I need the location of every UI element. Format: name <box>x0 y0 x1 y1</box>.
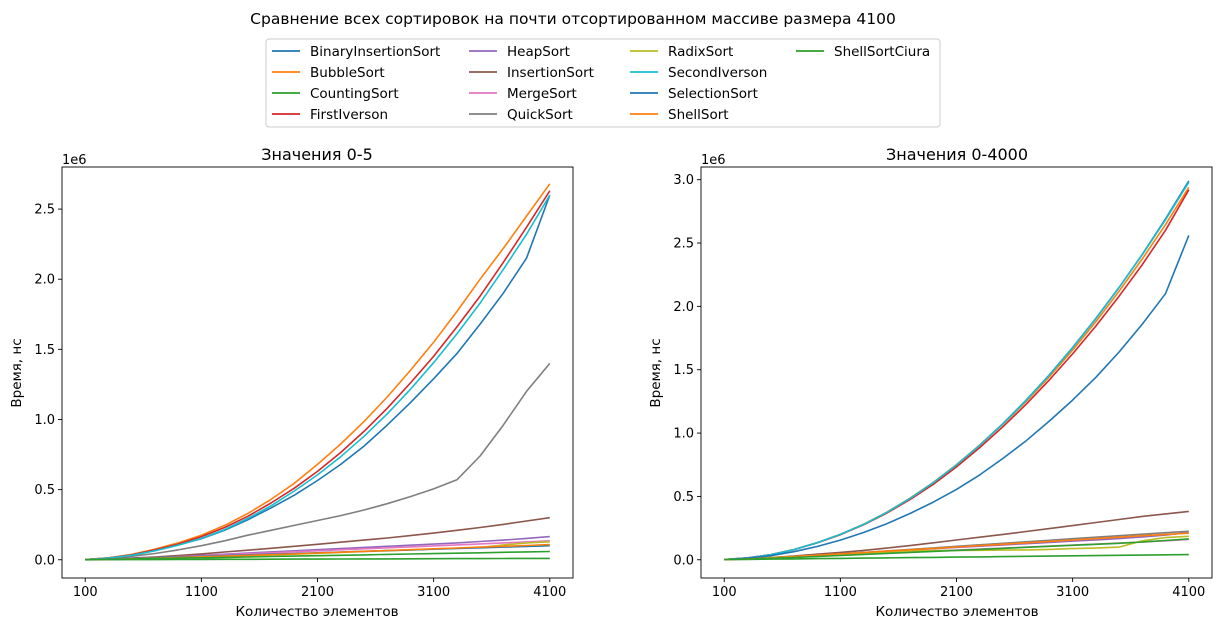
right-x-tick-label: 2100 <box>940 585 973 600</box>
right-x-tick-label: 1100 <box>824 585 857 600</box>
left-y-offset-label: 1e6 <box>62 153 87 168</box>
right-x-tick-label: 3100 <box>1056 585 1089 600</box>
left-y-tick-label: 0.5 <box>34 483 55 498</box>
right-x-tick-label: 4100 <box>1172 585 1205 600</box>
right-y-tick-label: 0.5 <box>673 490 694 505</box>
legend-label-selectionsort: SelectionSort <box>668 86 758 102</box>
legend-label-mergesort: MergeSort <box>507 86 577 102</box>
legend-label-binaryinsertionsort: BinaryInsertionSort <box>310 44 440 60</box>
right-y-tick-label: 1.0 <box>673 427 694 442</box>
left-x-tick-label: 3100 <box>417 585 450 600</box>
left-y-tick-label: 0.0 <box>34 553 55 568</box>
legend-label-quicksort: QuickSort <box>507 107 573 123</box>
right-series-bubblesort-line <box>724 186 1190 561</box>
right-series-shellsort-line <box>724 532 1189 561</box>
legend-label-shellsort: ShellSort <box>668 107 729 123</box>
right-y-tick-label: 2.5 <box>673 237 694 252</box>
left-y-tick-label: 2.0 <box>34 273 55 288</box>
left-x-tick-label: 2100 <box>301 585 334 600</box>
legend-frame <box>265 38 941 128</box>
legend-label-firstiverson: FirstIverson <box>310 107 388 123</box>
legend-label-radixsort: RadixSort <box>668 44 733 60</box>
legend-label-countingsort: CountingSort <box>310 86 399 102</box>
right-y-axis-label: Время, нс <box>648 338 664 407</box>
right-series-countingsort-line <box>724 553 1189 561</box>
right-y-offset-label: 1e6 <box>701 153 726 168</box>
left-x-axis-label: Количество элементов <box>235 604 398 620</box>
right-y-tick-label: 1.5 <box>673 363 694 378</box>
right-x-tick-label: 100 <box>712 585 737 600</box>
right-series-shellsortciura-line <box>724 538 1189 561</box>
left-x-tick-label: 1100 <box>185 585 218 600</box>
left-axes-frame <box>61 166 574 579</box>
left-x-tick-label: 4100 <box>533 585 566 600</box>
right-series-firstiverson-line <box>724 189 1190 561</box>
left-series-secondiverson-line <box>85 194 551 561</box>
legend-label-insertionsort: InsertionSort <box>507 65 594 81</box>
figure-title: Сравнение всех сортировок на почти отсор… <box>250 10 896 28</box>
right-subplot-title: Значения 0-4000 <box>886 145 1028 164</box>
left-series-insertionsort-line <box>85 516 550 561</box>
right-series-selectionsort-line <box>724 235 1190 561</box>
right-series-binaryinsertionsort-line <box>724 180 1190 561</box>
right-y-tick-label: 0.0 <box>673 553 694 568</box>
left-series-countingsort-line <box>85 557 550 561</box>
left-series-firstiverson-line <box>85 190 551 561</box>
left-y-tick-label: 1.5 <box>34 343 55 358</box>
legend: BinaryInsertionSort BubbleSort CountingSor… <box>265 38 941 128</box>
left-series-binaryinsertionsort-line <box>85 194 551 561</box>
left-series-bubblesort-line <box>85 183 551 561</box>
right-axes-frame <box>700 166 1213 579</box>
left-series-quicksort-line <box>85 362 551 561</box>
left-series-shellsortciura-line <box>85 550 550 561</box>
right-y-tick-label: 2.0 <box>673 300 694 315</box>
left-subplot: Значения 0-5 1e6 Количество элементов Вр… <box>9 145 574 620</box>
right-x-axis-label: Количество элементов <box>875 604 1038 620</box>
legend-label-shellsortciura: ShellSortCiura <box>834 44 930 60</box>
right-subplot: Значения 0-4000 1e6 Количество элементов… <box>648 145 1213 620</box>
left-x-tick-label: 100 <box>73 585 98 600</box>
legend-label-bubblesort: BubbleSort <box>310 65 385 81</box>
left-y-axis-label: Время, нс <box>9 338 25 407</box>
legend-label-secondiverson: SecondIverson <box>668 65 767 81</box>
left-subplot-title: Значения 0-5 <box>261 145 373 164</box>
left-y-tick-label: 1.0 <box>34 413 55 428</box>
right-series-secondiverson-line <box>724 181 1190 561</box>
left-y-tick-label: 2.5 <box>34 203 55 218</box>
legend-label-heapsort: HeapSort <box>507 44 570 60</box>
right-y-tick-label: 3.0 <box>673 173 694 188</box>
